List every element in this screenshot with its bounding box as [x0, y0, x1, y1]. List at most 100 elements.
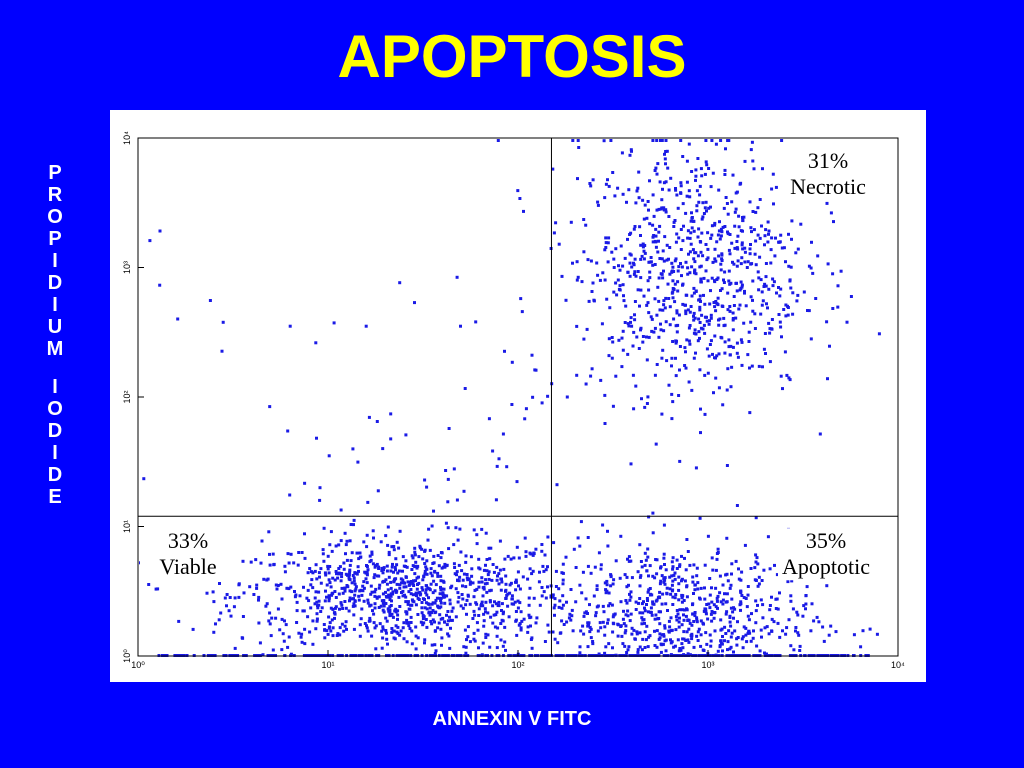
event-dot	[220, 349, 224, 353]
event-dot	[640, 565, 644, 569]
event-dot	[662, 303, 666, 307]
event-dot	[704, 631, 708, 635]
event-dot	[601, 523, 605, 527]
event-dot	[704, 612, 708, 616]
event-dot	[717, 188, 721, 192]
event-dot	[706, 247, 710, 251]
event-dot	[334, 605, 338, 609]
event-dot	[382, 610, 386, 614]
event-dot	[611, 404, 615, 408]
event-dot	[387, 550, 391, 554]
event-dot	[665, 586, 669, 590]
event-dot	[670, 417, 674, 421]
event-dot	[501, 644, 505, 648]
event-dot	[491, 449, 495, 453]
event-dot	[421, 617, 425, 620]
event-dot	[607, 591, 611, 595]
event-dot	[791, 312, 795, 316]
event-dot	[397, 546, 401, 550]
event-dot	[495, 634, 499, 638]
event-dot	[764, 284, 768, 288]
event-dot	[831, 307, 835, 310]
event-dot	[683, 608, 686, 612]
event-dot	[394, 607, 398, 611]
event-dot	[362, 586, 366, 590]
event-dot	[382, 604, 386, 608]
event-dot	[706, 256, 710, 260]
event-dot	[579, 629, 583, 633]
event-dot	[739, 602, 743, 606]
event-dot	[739, 229, 743, 233]
event-dot	[671, 567, 675, 571]
event-dot	[463, 387, 467, 390]
event-dot	[688, 653, 692, 657]
event-dot	[714, 568, 718, 572]
event-dot	[339, 579, 343, 583]
event-dot	[859, 645, 863, 649]
event-dot	[812, 619, 816, 623]
event-dot	[711, 171, 715, 175]
event-dot	[580, 280, 584, 284]
event-dot	[645, 335, 648, 339]
event-dot	[627, 188, 631, 192]
event-dot	[408, 627, 412, 630]
event-dot	[632, 227, 636, 231]
event-dot	[348, 578, 352, 582]
event-dot	[719, 234, 723, 238]
event-dot	[663, 157, 667, 161]
event-dot	[749, 226, 753, 230]
event-dot	[713, 257, 717, 261]
event-dot	[610, 250, 614, 254]
event-dot	[608, 602, 612, 606]
event-dot	[658, 636, 662, 640]
event-dot	[744, 633, 748, 637]
event-dot	[306, 615, 310, 619]
event-dot	[780, 246, 784, 250]
event-dot	[240, 636, 244, 640]
event-dot	[719, 600, 723, 604]
event-dot	[685, 338, 689, 342]
event-dot	[738, 182, 742, 186]
event-dot	[670, 261, 674, 265]
event-dot	[570, 614, 574, 618]
event-dot	[694, 332, 698, 336]
event-dot	[420, 586, 424, 590]
event-dot	[300, 632, 304, 636]
event-dot	[754, 263, 758, 267]
event-dot	[514, 610, 518, 613]
event-dot	[386, 543, 390, 547]
event-dot	[569, 588, 573, 591]
event-dot	[734, 559, 738, 563]
event-dot	[688, 324, 692, 327]
event-dot	[323, 636, 327, 640]
event-dot	[432, 554, 436, 558]
event-dot	[662, 580, 666, 584]
event-dot	[657, 637, 661, 641]
event-dot	[334, 570, 338, 573]
event-dot	[415, 587, 419, 591]
event-dot	[599, 567, 603, 571]
event-dot	[311, 586, 315, 590]
event-dot	[605, 579, 609, 583]
event-dot	[410, 629, 414, 633]
event-dot	[675, 339, 678, 343]
event-dot	[508, 591, 512, 595]
event-dot	[421, 588, 425, 592]
event-dot	[731, 328, 735, 332]
event-dot	[535, 616, 539, 620]
event-dot	[553, 613, 556, 617]
event-dot	[825, 320, 829, 324]
event-dot	[287, 587, 291, 591]
event-dot	[639, 276, 643, 280]
event-dot	[660, 356, 664, 360]
event-dot	[583, 611, 587, 615]
event-dot	[529, 624, 532, 628]
event-dot	[510, 403, 514, 406]
event-dot	[405, 640, 409, 644]
event-dot	[655, 172, 659, 176]
event-dot	[554, 221, 558, 225]
event-dot	[675, 232, 679, 236]
event-dot	[424, 588, 428, 592]
event-dot	[661, 642, 665, 646]
event-dot	[433, 620, 436, 624]
